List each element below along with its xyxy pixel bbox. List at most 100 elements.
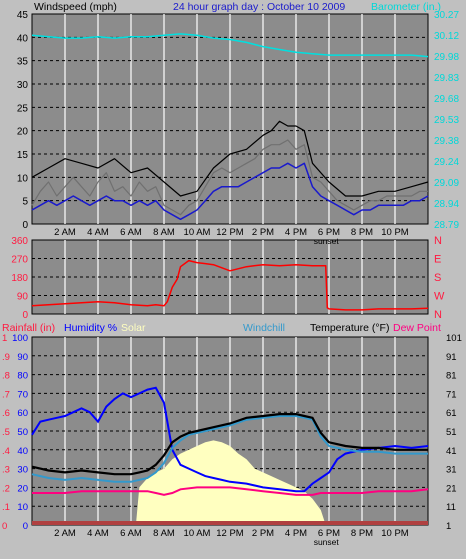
time-tick-label: 10 AM bbox=[184, 227, 211, 238]
temperature-tick-label: 61 bbox=[446, 408, 457, 419]
wind-tick-label: 35 bbox=[17, 57, 29, 68]
wind-tick-label: 30 bbox=[17, 80, 29, 91]
humidity-tick-label: 0 bbox=[23, 521, 28, 532]
graph-day-title: 24 hour graph day : October 10 2009 bbox=[173, 1, 345, 13]
wind-tick-label: 20 bbox=[17, 127, 29, 138]
barometer-axis-title: Barometer (in.) bbox=[371, 1, 441, 13]
wind-tick-label: 0 bbox=[22, 220, 28, 231]
rainfall-tick-label: .8 bbox=[2, 371, 10, 382]
wind-tick-label: 10 bbox=[17, 173, 29, 184]
direction-tick-label: 90 bbox=[17, 292, 29, 303]
compass-tick-label: S bbox=[434, 272, 441, 284]
rainfall-tick-label: .5 bbox=[2, 427, 10, 438]
humidity-line bbox=[31, 386, 429, 493]
compass-tick-label: N bbox=[434, 235, 442, 247]
time-tick-label: 2 PM bbox=[252, 227, 274, 238]
time-tick-label: 4 AM bbox=[87, 227, 109, 238]
wind-tick-label: 5 bbox=[22, 197, 28, 208]
humidity-tick-label: 90 bbox=[17, 352, 28, 363]
wind-tick-label: 45 bbox=[17, 10, 29, 21]
humidity-tick-label: 30 bbox=[17, 465, 28, 476]
compass-tick-label: E bbox=[434, 254, 441, 266]
time-tick-label: 2 AM bbox=[54, 227, 76, 238]
temperature-tick-label: 101 bbox=[446, 333, 462, 344]
rainfall-tick-label: .7 bbox=[2, 389, 10, 400]
time-tick-label: 4 PM bbox=[285, 227, 307, 238]
direction-tick-label: 180 bbox=[11, 273, 28, 284]
rainfall-tick-label: .4 bbox=[2, 446, 10, 457]
humidity-tick-label: 10 bbox=[17, 502, 28, 513]
time-tick-label: 8 PM bbox=[351, 227, 373, 238]
legend-rainfall: Rainfall (in) bbox=[2, 322, 55, 334]
rainfall-tick-label: 1 bbox=[2, 333, 7, 344]
barometer-line bbox=[31, 33, 429, 58]
time-tick-label: 8 AM bbox=[153, 227, 175, 238]
legend-humidity: Humidity % bbox=[64, 322, 117, 334]
rainfall-tick-label: .6 bbox=[2, 408, 10, 419]
temperature-tick-label: 71 bbox=[446, 389, 457, 400]
wind-tick-label: 15 bbox=[17, 150, 29, 161]
legend-solar: Solar bbox=[121, 322, 146, 334]
legend-dewpoint: Dew Point bbox=[393, 322, 441, 334]
time-tick-label: 2 PM bbox=[252, 528, 274, 539]
wind-tick-label: 25 bbox=[17, 103, 29, 114]
time-tick-label: 2 AM bbox=[54, 528, 76, 539]
rainfall-tick-label: .1 bbox=[2, 502, 10, 513]
barometer-tick-label: 29.24 bbox=[434, 157, 459, 168]
time-tick-label: 6 AM bbox=[120, 227, 142, 238]
gust-line bbox=[31, 120, 429, 197]
temperature-tick-label: 31 bbox=[446, 465, 457, 476]
sunset-label: sunset bbox=[314, 537, 340, 547]
time-tick-label: 10 AM bbox=[184, 528, 211, 539]
humidity-tick-label: 100 bbox=[12, 333, 28, 344]
time-tick-label: 12 PM bbox=[216, 528, 244, 539]
barometer-tick-label: 28.94 bbox=[434, 199, 459, 210]
compass-tick-label: N bbox=[434, 309, 442, 321]
barometer-tick-label: 30.12 bbox=[434, 31, 459, 42]
wind-direction-line bbox=[31, 259, 429, 311]
time-tick-label: 4 PM bbox=[285, 528, 307, 539]
time-tick-label: 4 AM bbox=[87, 528, 109, 539]
rainfall-tick-label: .3 bbox=[2, 465, 10, 476]
direction-tick-label: 270 bbox=[11, 255, 28, 266]
time-tick-label: 6 PM bbox=[318, 227, 340, 238]
time-tick-label: 10 PM bbox=[381, 227, 409, 238]
compass-tick-label: W bbox=[434, 291, 445, 303]
humidity-tick-label: 50 bbox=[17, 427, 28, 438]
barometer-tick-label: 29.98 bbox=[434, 52, 459, 63]
humidity-tick-label: 70 bbox=[17, 389, 28, 400]
barometer-tick-label: 29.53 bbox=[434, 115, 459, 126]
windchill-line bbox=[31, 415, 428, 483]
time-tick-label: 6 AM bbox=[120, 528, 142, 539]
barometer-tick-label: 29.38 bbox=[434, 136, 459, 147]
legend-windchill: Windchill bbox=[243, 322, 285, 334]
time-tick-label: 12 PM bbox=[216, 227, 244, 238]
dewpoint-line bbox=[32, 486, 429, 496]
humidity-tick-label: 40 bbox=[17, 446, 28, 457]
barometer-tick-label: 29.09 bbox=[434, 178, 459, 189]
barometer-tick-label: 29.83 bbox=[434, 73, 459, 84]
average-wind-line bbox=[31, 162, 429, 221]
temperature-tick-label: 81 bbox=[446, 371, 457, 382]
temperature-tick-label: 11 bbox=[446, 502, 456, 513]
time-tick-label: 6 PM bbox=[318, 528, 340, 539]
temperature-tick-label: 1 bbox=[446, 521, 451, 532]
windspeed-line bbox=[31, 139, 428, 216]
direction-tick-label: 0 bbox=[22, 310, 28, 321]
rainfall-tick-label: 0 bbox=[2, 521, 7, 532]
temperature-tick-label: 91 bbox=[446, 352, 457, 363]
time-tick-label: 8 AM bbox=[153, 528, 175, 539]
humidity-tick-label: 60 bbox=[17, 408, 28, 419]
temperature-line bbox=[31, 413, 428, 476]
rainfall-tick-label: .9 bbox=[2, 352, 10, 363]
rainfall-bar bbox=[32, 521, 428, 525]
time-tick-label: 10 PM bbox=[381, 528, 409, 539]
wind-axis-title: Windspeed (mph) bbox=[34, 1, 117, 13]
legend-temperature: Temperature (°F) bbox=[310, 322, 389, 334]
temperature-tick-label: 41 bbox=[446, 446, 457, 457]
barometer-tick-label: 28.79 bbox=[434, 220, 459, 231]
temperature-tick-label: 21 bbox=[446, 483, 457, 494]
barometer-tick-label: 29.68 bbox=[434, 94, 459, 105]
humidity-tick-label: 20 bbox=[17, 483, 28, 494]
